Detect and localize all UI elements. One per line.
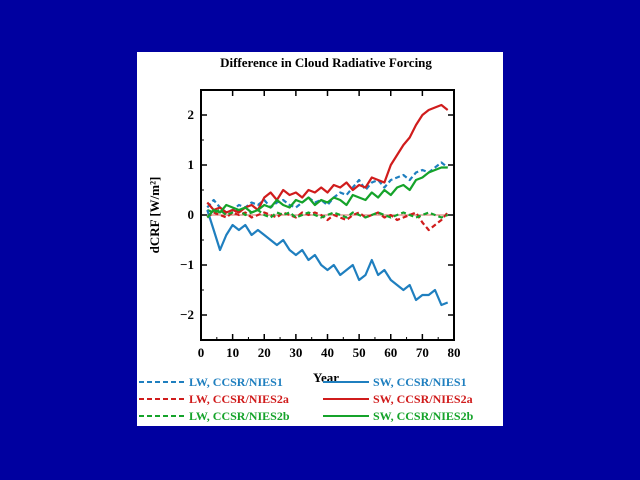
series-line-3 bbox=[206, 209, 449, 307]
x-tick-label: 50 bbox=[353, 345, 366, 360]
y-tick-label: 2 bbox=[188, 107, 195, 122]
chart-panel: Difference in Cloud Radiative Forcing 0 1… bbox=[137, 52, 503, 426]
y-tick-label: −2 bbox=[180, 307, 194, 322]
legend-label-5: SW, CCSR/NIES2b bbox=[373, 409, 474, 423]
chart: Difference in Cloud Radiative Forcing 0 1… bbox=[139, 55, 474, 423]
x-tick-label: 80 bbox=[448, 345, 461, 360]
legend-label-3: SW, CCSR/NIES1 bbox=[373, 375, 467, 389]
x-tick-label: 70 bbox=[416, 345, 429, 360]
chart-title: Difference in Cloud Radiative Forcing bbox=[220, 55, 432, 70]
legend-label-0: LW, CCSR/NIES1 bbox=[189, 375, 283, 389]
x-tick-label: 10 bbox=[226, 345, 239, 360]
y-tick-label: −1 bbox=[180, 257, 194, 272]
series-line-5 bbox=[206, 166, 448, 219]
series-line-4 bbox=[206, 103, 449, 214]
y-axis-label: dCRF [W/m²] bbox=[147, 177, 162, 254]
series-line-1 bbox=[206, 211, 449, 232]
x-tick-label: 30 bbox=[289, 345, 302, 360]
legend-label-4: SW, CCSR/NIES2a bbox=[373, 392, 473, 406]
x-tick-label: 20 bbox=[258, 345, 271, 360]
x-tick-label: 0 bbox=[198, 345, 205, 360]
y-tick-label: 0 bbox=[188, 207, 195, 222]
x-tick-label: 60 bbox=[384, 345, 397, 360]
legend: LW, CCSR/NIES1 LW, CCSR/NIES2a LW, CCSR/NI… bbox=[139, 375, 474, 423]
legend-label-1: LW, CCSR/NIES2a bbox=[189, 392, 289, 406]
plot-area bbox=[201, 103, 454, 307]
y-tick-label: 1 bbox=[188, 157, 195, 172]
x-tick-label: 40 bbox=[321, 345, 334, 360]
legend-label-2: LW, CCSR/NIES2b bbox=[189, 409, 290, 423]
